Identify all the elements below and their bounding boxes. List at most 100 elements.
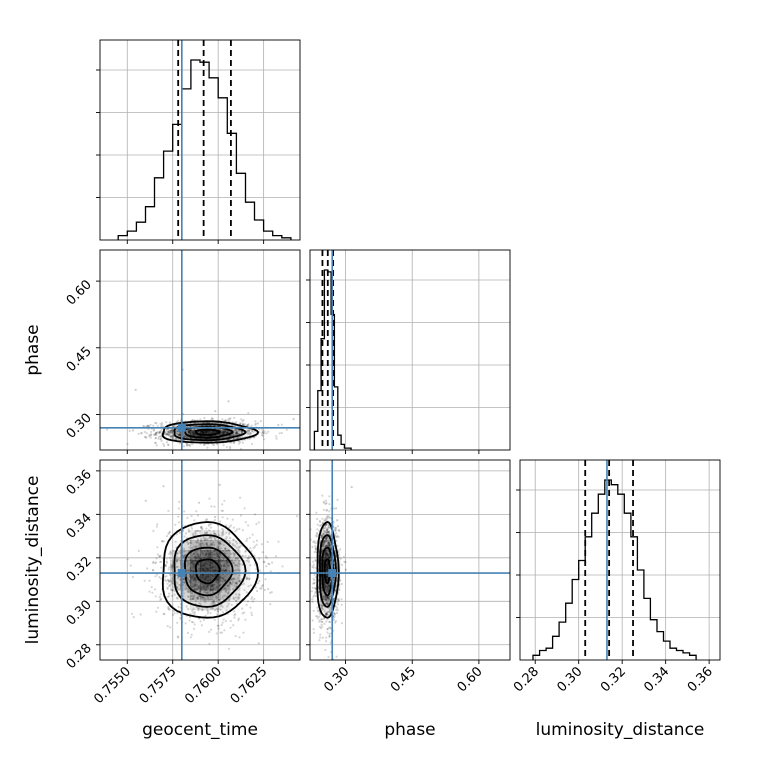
scatter-point (235, 564, 238, 567)
scatter-point (217, 627, 220, 630)
scatter-point (320, 605, 324, 608)
scatter-point (166, 430, 169, 434)
scatter-point (222, 531, 225, 534)
scatter-point (167, 443, 170, 446)
scatter-point (327, 590, 330, 593)
scatter-point (339, 557, 342, 560)
scatter-point (225, 439, 228, 442)
scatter-point (159, 554, 162, 557)
panel-frame-1-0 (99, 249, 301, 451)
scatter-point (235, 432, 238, 435)
scatter-point (174, 540, 177, 543)
scatter-point (200, 542, 203, 545)
scatter-point (322, 542, 325, 545)
scatter-point (189, 444, 192, 448)
scatter-point (326, 602, 329, 605)
scatter-point (155, 444, 158, 447)
scatter-point (183, 435, 186, 438)
scatter-point (176, 581, 179, 584)
scatter-point (326, 554, 329, 557)
scatter-point (321, 543, 324, 546)
scatter-point (325, 537, 328, 541)
panel-frame-0-0 (99, 39, 301, 241)
scatter-point (315, 511, 318, 514)
scatter-point (152, 429, 155, 432)
scatter-point (165, 421, 168, 424)
scatter-point (250, 549, 253, 553)
scatter-point (222, 565, 225, 568)
scatter-point (326, 552, 329, 555)
scatter-point (326, 536, 329, 539)
scatter-point (329, 543, 332, 547)
scatter-point (246, 600, 250, 603)
scatter-point (171, 564, 174, 568)
scatter-point (220, 623, 223, 627)
scatter-point (222, 430, 225, 433)
scatter-point (221, 569, 225, 572)
scatter-point (234, 613, 237, 616)
scatter-point (323, 519, 326, 522)
scatter-point (236, 432, 239, 435)
scatter-point (277, 540, 280, 543)
scatter-point (196, 553, 200, 557)
scatter-point (160, 428, 163, 431)
scatter-point (260, 543, 263, 546)
scatter-point (238, 442, 241, 445)
scatter-point (170, 430, 173, 433)
scatter-point (154, 432, 157, 435)
scatter-point (318, 625, 321, 628)
scatter-point (323, 556, 327, 559)
scatter-point (205, 543, 208, 547)
scatter-point (221, 527, 224, 531)
scatter-point (156, 606, 160, 609)
density-bin (220, 570, 231, 581)
scatter-point (223, 579, 226, 582)
scatter-point (329, 606, 332, 609)
scatter-point (158, 576, 161, 579)
scatter-point (170, 580, 173, 583)
scatter-point (208, 590, 212, 593)
scatter-point (221, 611, 224, 614)
scatter-point (197, 544, 200, 547)
scatter-point (223, 499, 226, 502)
scatter-point (168, 592, 171, 595)
scatter-point (230, 578, 233, 581)
scatter-point (213, 519, 217, 522)
scatter-point (183, 535, 186, 538)
scatter-point (222, 587, 226, 590)
scatter-point (325, 529, 328, 532)
scatter-point (216, 624, 219, 627)
scatter-point (322, 545, 325, 548)
scatter-point (312, 563, 315, 567)
scatter-point (245, 424, 249, 427)
scatter-point (336, 608, 339, 612)
scatter-point (263, 561, 266, 564)
scatter-point (221, 580, 224, 583)
scatter-point (184, 554, 187, 557)
scatter-point (324, 527, 327, 530)
scatter-point (224, 430, 227, 433)
scatter-point (260, 585, 264, 588)
y-tick-label: 0.45 (64, 344, 95, 375)
scatter-point (280, 431, 283, 435)
scatter-point (269, 603, 272, 606)
y-tick-label: 0.60 (64, 277, 95, 308)
scatter-point (222, 431, 225, 435)
scatter-point (324, 552, 328, 555)
density-bin (180, 430, 191, 441)
scatter-point (145, 432, 148, 435)
scatter-point (213, 444, 216, 447)
scatter-point (324, 552, 328, 556)
scatter-point (325, 595, 328, 599)
scatter-point (182, 592, 185, 595)
scatter-point (322, 597, 325, 600)
scatter-point (327, 544, 330, 547)
scatter-point (193, 594, 196, 597)
scatter-point (190, 582, 193, 585)
contour-line (318, 534, 337, 608)
scatter-point (224, 565, 227, 568)
scatter-point (169, 434, 173, 438)
scatter-point (199, 526, 203, 529)
scatter-point (210, 539, 213, 542)
scatter-point (196, 596, 199, 600)
